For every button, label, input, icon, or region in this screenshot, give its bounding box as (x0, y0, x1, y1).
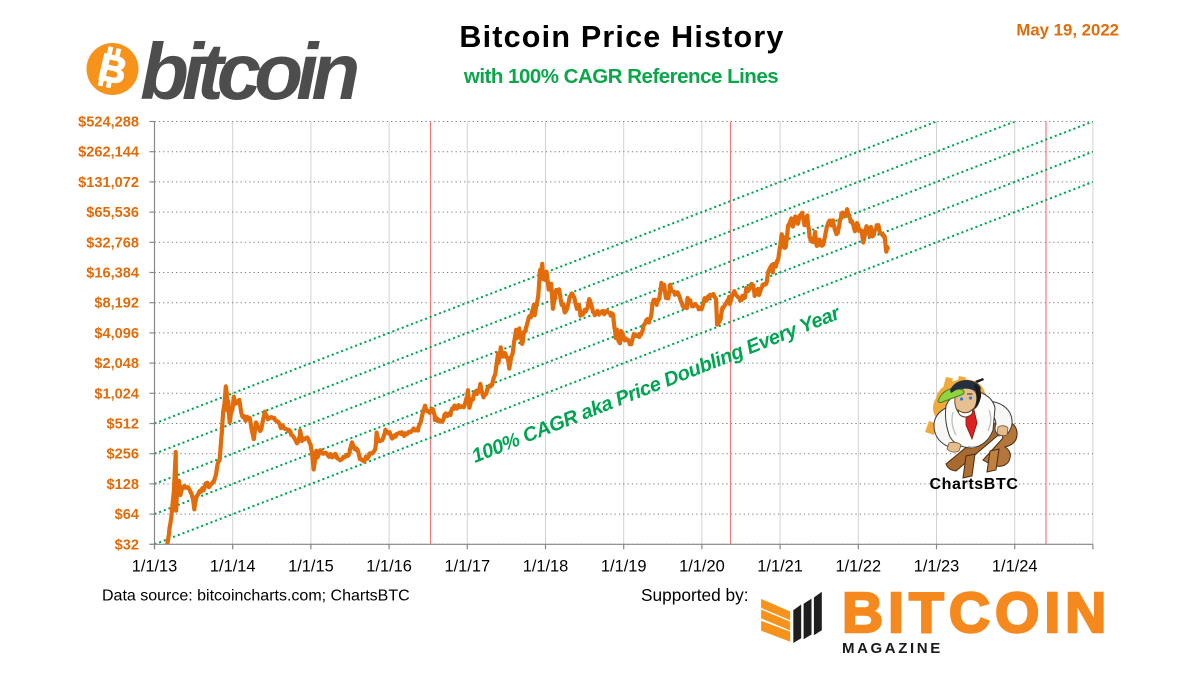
svg-text:1/1/14: 1/1/14 (210, 558, 256, 576)
svg-text:$64: $64 (115, 507, 140, 523)
svg-text:May 19, 2022: May 19, 2022 (1016, 21, 1119, 40)
svg-text:MAGAZINE: MAGAZINE (842, 640, 943, 657)
svg-text:1/1/18: 1/1/18 (523, 558, 569, 576)
svg-text:Data source: bitcoincharts.com: Data source: bitcoincharts.com; ChartsBT… (102, 588, 410, 605)
svg-text:1/1/24: 1/1/24 (992, 558, 1038, 576)
svg-text:$262,144: $262,144 (78, 145, 140, 161)
svg-text:1/1/22: 1/1/22 (836, 558, 882, 576)
svg-text:with 100% CAGR Reference Lines: with 100% CAGR Reference Lines (463, 65, 778, 88)
svg-text:bitcoin: bitcoin (140, 27, 357, 116)
svg-text:1/1/13: 1/1/13 (132, 558, 178, 576)
svg-text:$131,072: $131,072 (78, 175, 139, 191)
svg-text:$256: $256 (107, 447, 139, 463)
svg-text:$1,024: $1,024 (94, 386, 140, 402)
svg-text:1/1/16: 1/1/16 (366, 558, 412, 576)
svg-text:Supported by:: Supported by: (641, 585, 749, 605)
svg-text:$32,768: $32,768 (86, 235, 139, 251)
svg-text:1/1/19: 1/1/19 (601, 558, 647, 576)
svg-text:$512: $512 (107, 417, 139, 433)
svg-text:1/1/21: 1/1/21 (757, 558, 803, 576)
svg-text:$524,288: $524,288 (78, 115, 139, 131)
svg-text:1/1/17: 1/1/17 (445, 558, 491, 576)
svg-text:$16,384: $16,384 (86, 266, 140, 282)
svg-text:$65,536: $65,536 (86, 205, 139, 221)
svg-text:Bitcoin Price History: Bitcoin Price History (459, 20, 784, 54)
svg-text:1/1/15: 1/1/15 (288, 558, 334, 576)
svg-text:1/1/20: 1/1/20 (679, 558, 725, 576)
svg-text:$128: $128 (107, 477, 139, 493)
svg-text:$8,192: $8,192 (94, 296, 139, 312)
svg-text:1/1/23: 1/1/23 (914, 558, 960, 576)
svg-text:BITCOIN: BITCOIN (842, 581, 1111, 645)
svg-text:$2,048: $2,048 (94, 356, 139, 372)
svg-text:$32: $32 (115, 537, 139, 553)
svg-text:ChartsBTC: ChartsBTC (930, 476, 1019, 493)
svg-text:$4,096: $4,096 (94, 326, 139, 342)
